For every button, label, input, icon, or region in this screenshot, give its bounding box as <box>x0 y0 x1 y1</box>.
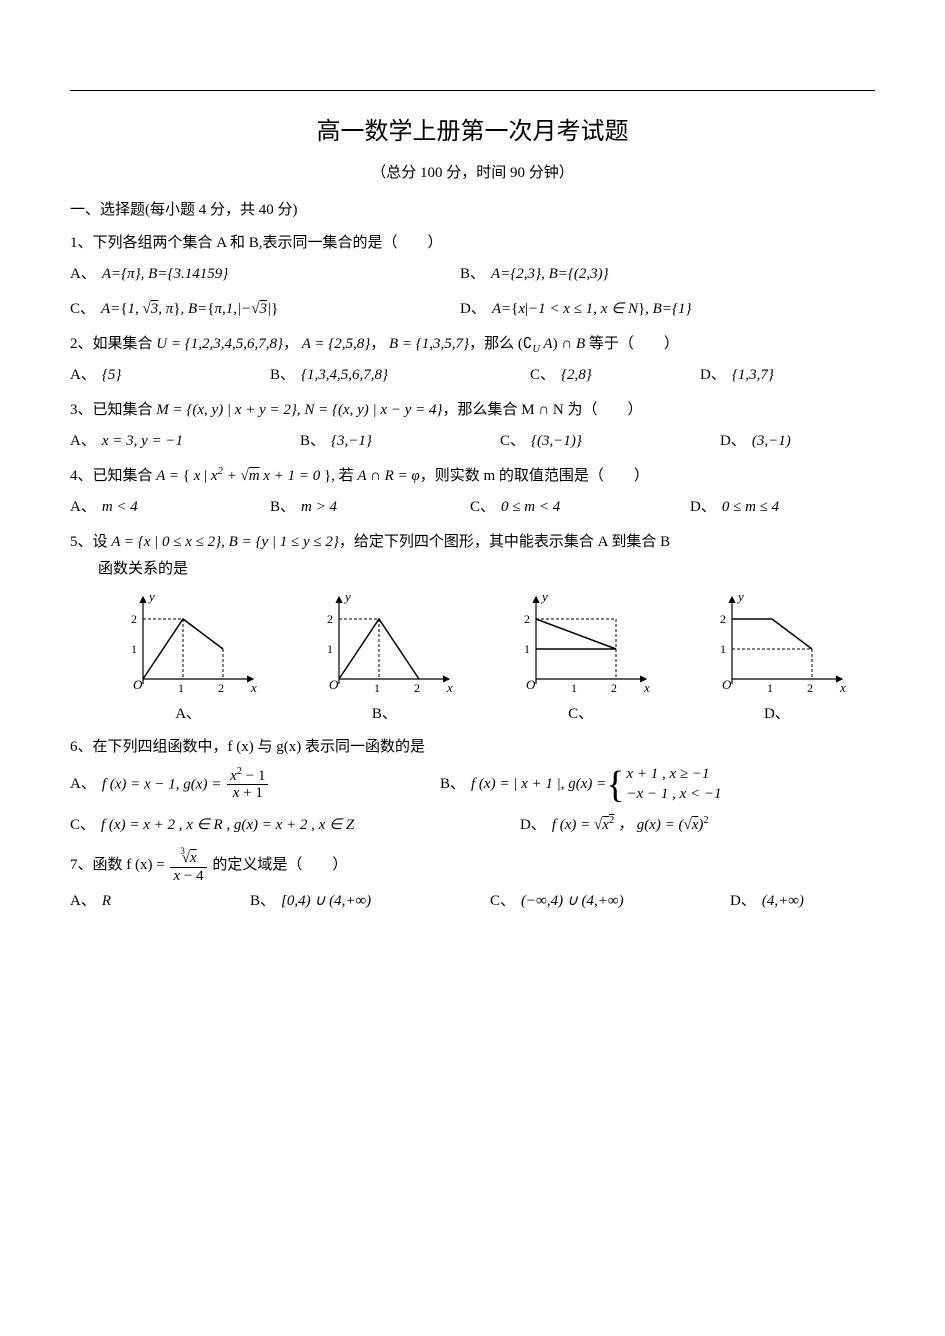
svg-text:1: 1 <box>327 642 333 656</box>
question-7: 7、函数 f (x) = 3√xx − 4 的定义域是（ ） A、R B、[0,… <box>70 847 875 915</box>
svg-text:1: 1 <box>767 681 773 695</box>
svg-text:2: 2 <box>524 612 530 626</box>
svg-text:x: x <box>839 680 846 695</box>
q6-option-b: B、 f (x) = | x + 1 |, g(x) = { x + 1 , x… <box>440 765 722 804</box>
svg-text:O: O <box>526 677 536 692</box>
svg-text:2: 2 <box>131 612 137 626</box>
question-2: 2、如果集合 U = {1,2,3,4,5,6,7,8}， A = {2,5,8… <box>70 331 875 389</box>
q6-option-d: D、 f (x) = √x2 ， g(x) = (√x)2 <box>520 812 709 839</box>
q4-option-d: D、0 ≤ m ≤ 4 <box>690 494 779 521</box>
svg-text:x: x <box>643 680 650 695</box>
svg-text:2: 2 <box>218 681 224 695</box>
svg-text:y: y <box>736 589 744 604</box>
q5-graph-b: O y x 1 2 1 2 B、 <box>309 589 459 728</box>
question-5: 5、设 A = {x | 0 ≤ x ≤ 2}, B = {y | 1 ≤ y … <box>70 529 875 728</box>
q7-option-d: D、(4,+∞) <box>730 888 804 915</box>
q5-graph-c: O y x 1 2 1 2 C、 <box>506 589 656 728</box>
q4-option-b: B、m > 4 <box>270 494 440 521</box>
svg-text:1: 1 <box>571 681 577 695</box>
svg-text:1: 1 <box>131 642 137 656</box>
q1-stem: 1、下列各组两个集合 A 和 B,表示同一集合的是（ ） <box>70 230 875 257</box>
svg-text:x: x <box>446 680 453 695</box>
q5-graph-d: O y x 1 2 1 2 D、 <box>702 589 852 728</box>
q2-option-c: C、{2,8} <box>530 362 670 389</box>
svg-text:O: O <box>722 677 732 692</box>
svg-text:y: y <box>540 589 548 604</box>
q7-option-c: C、(−∞,4) ∪ (4,+∞) <box>490 888 700 915</box>
q2-stem: 2、如果集合 U = {1,2,3,4,5,6,7,8}， A = {2,5,8… <box>70 331 875 358</box>
svg-text:1: 1 <box>178 681 184 695</box>
q4-option-c: C、0 ≤ m < 4 <box>470 494 660 521</box>
q5-stem-line1: 5、设 A = {x | 0 ≤ x ≤ 2}, B = {y | 1 ≤ y … <box>70 529 875 556</box>
q6-option-c: C、 f (x) = x + 2 , x ∈ R , g(x) = x + 2 … <box>70 812 490 839</box>
svg-text:2: 2 <box>414 681 420 695</box>
q7-stem: 7、函数 f (x) = 3√xx − 4 的定义域是（ ） <box>70 847 875 884</box>
q2-option-a: A、{5} <box>70 362 240 389</box>
section-1-heading: 一、选择题(每小题 4 分，共 40 分) <box>70 197 875 224</box>
svg-text:2: 2 <box>720 612 726 626</box>
q5-graphs-row: O y x 1 2 1 2 A、 O y x 1 2 <box>90 589 875 728</box>
q1-option-c: C、 A={1, √3, π}, B={π,1,|−√3|} <box>70 296 430 323</box>
q3-option-b: B、{3,−1} <box>300 428 470 455</box>
q2-option-d: D、{1,3,7} <box>700 362 774 389</box>
page-subtitle: （总分 100 分，时间 90 分钟） <box>70 160 875 187</box>
page-title: 高一数学上册第一次月考试题 <box>70 111 875 154</box>
svg-text:2: 2 <box>327 612 333 626</box>
q5-stem-line2: 函数关系的是 <box>98 556 875 583</box>
q1-option-b: B、 A={2,3}, B={(2,3)} <box>460 261 609 288</box>
q1-option-d: D、 A={x|−1 < x ≤ 1, x ∈ N}, B={1} <box>460 296 691 323</box>
q2-option-b: B、{1,3,4,5,6,7,8} <box>270 362 500 389</box>
q4-stem: 4、已知集合 A = { x | x2 + √m x + 1 = 0 }, 若 … <box>70 463 875 490</box>
q7-option-b: B、[0,4) ∪ (4,+∞) <box>250 888 460 915</box>
svg-text:1: 1 <box>524 642 530 656</box>
question-4: 4、已知集合 A = { x | x2 + √m x + 1 = 0 }, 若 … <box>70 463 875 521</box>
q7-option-a: A、R <box>70 888 220 915</box>
svg-text:O: O <box>133 677 143 692</box>
q3-option-c: C、{(3,−1)} <box>500 428 690 455</box>
svg-text:1: 1 <box>720 642 726 656</box>
svg-text:y: y <box>147 589 155 604</box>
q3-option-d: D、(3,−1) <box>720 428 791 455</box>
question-6: 6、在下列四组函数中，f (x) 与 g(x) 表示同一函数的是 A、 f (x… <box>70 734 875 839</box>
q4-option-a: A、m < 4 <box>70 494 240 521</box>
q5-graph-a: O y x 1 2 1 2 A、 <box>113 589 263 728</box>
q1-option-a: A、 A={π}, B={3.14159} <box>70 261 430 288</box>
q3-option-a: A、x = 3, y = −1 <box>70 428 270 455</box>
svg-text:2: 2 <box>807 681 813 695</box>
svg-text:1: 1 <box>374 681 380 695</box>
svg-text:y: y <box>343 589 351 604</box>
top-rule <box>70 90 875 91</box>
svg-text:O: O <box>329 677 339 692</box>
svg-text:2: 2 <box>611 681 617 695</box>
question-3: 3、已知集合 M = {(x, y) | x + y = 2}, N = {(x… <box>70 397 875 455</box>
svg-text:x: x <box>250 680 257 695</box>
q3-stem: 3、已知集合 M = {(x, y) | x + y = 2}, N = {(x… <box>70 397 875 424</box>
question-1: 1、下列各组两个集合 A 和 B,表示同一集合的是（ ） A、 A={π}, B… <box>70 230 875 323</box>
q6-stem: 6、在下列四组函数中，f (x) 与 g(x) 表示同一函数的是 <box>70 734 875 761</box>
q6-option-a: A、 f (x) = x − 1, g(x) = x2 − 1x + 1 <box>70 768 410 802</box>
